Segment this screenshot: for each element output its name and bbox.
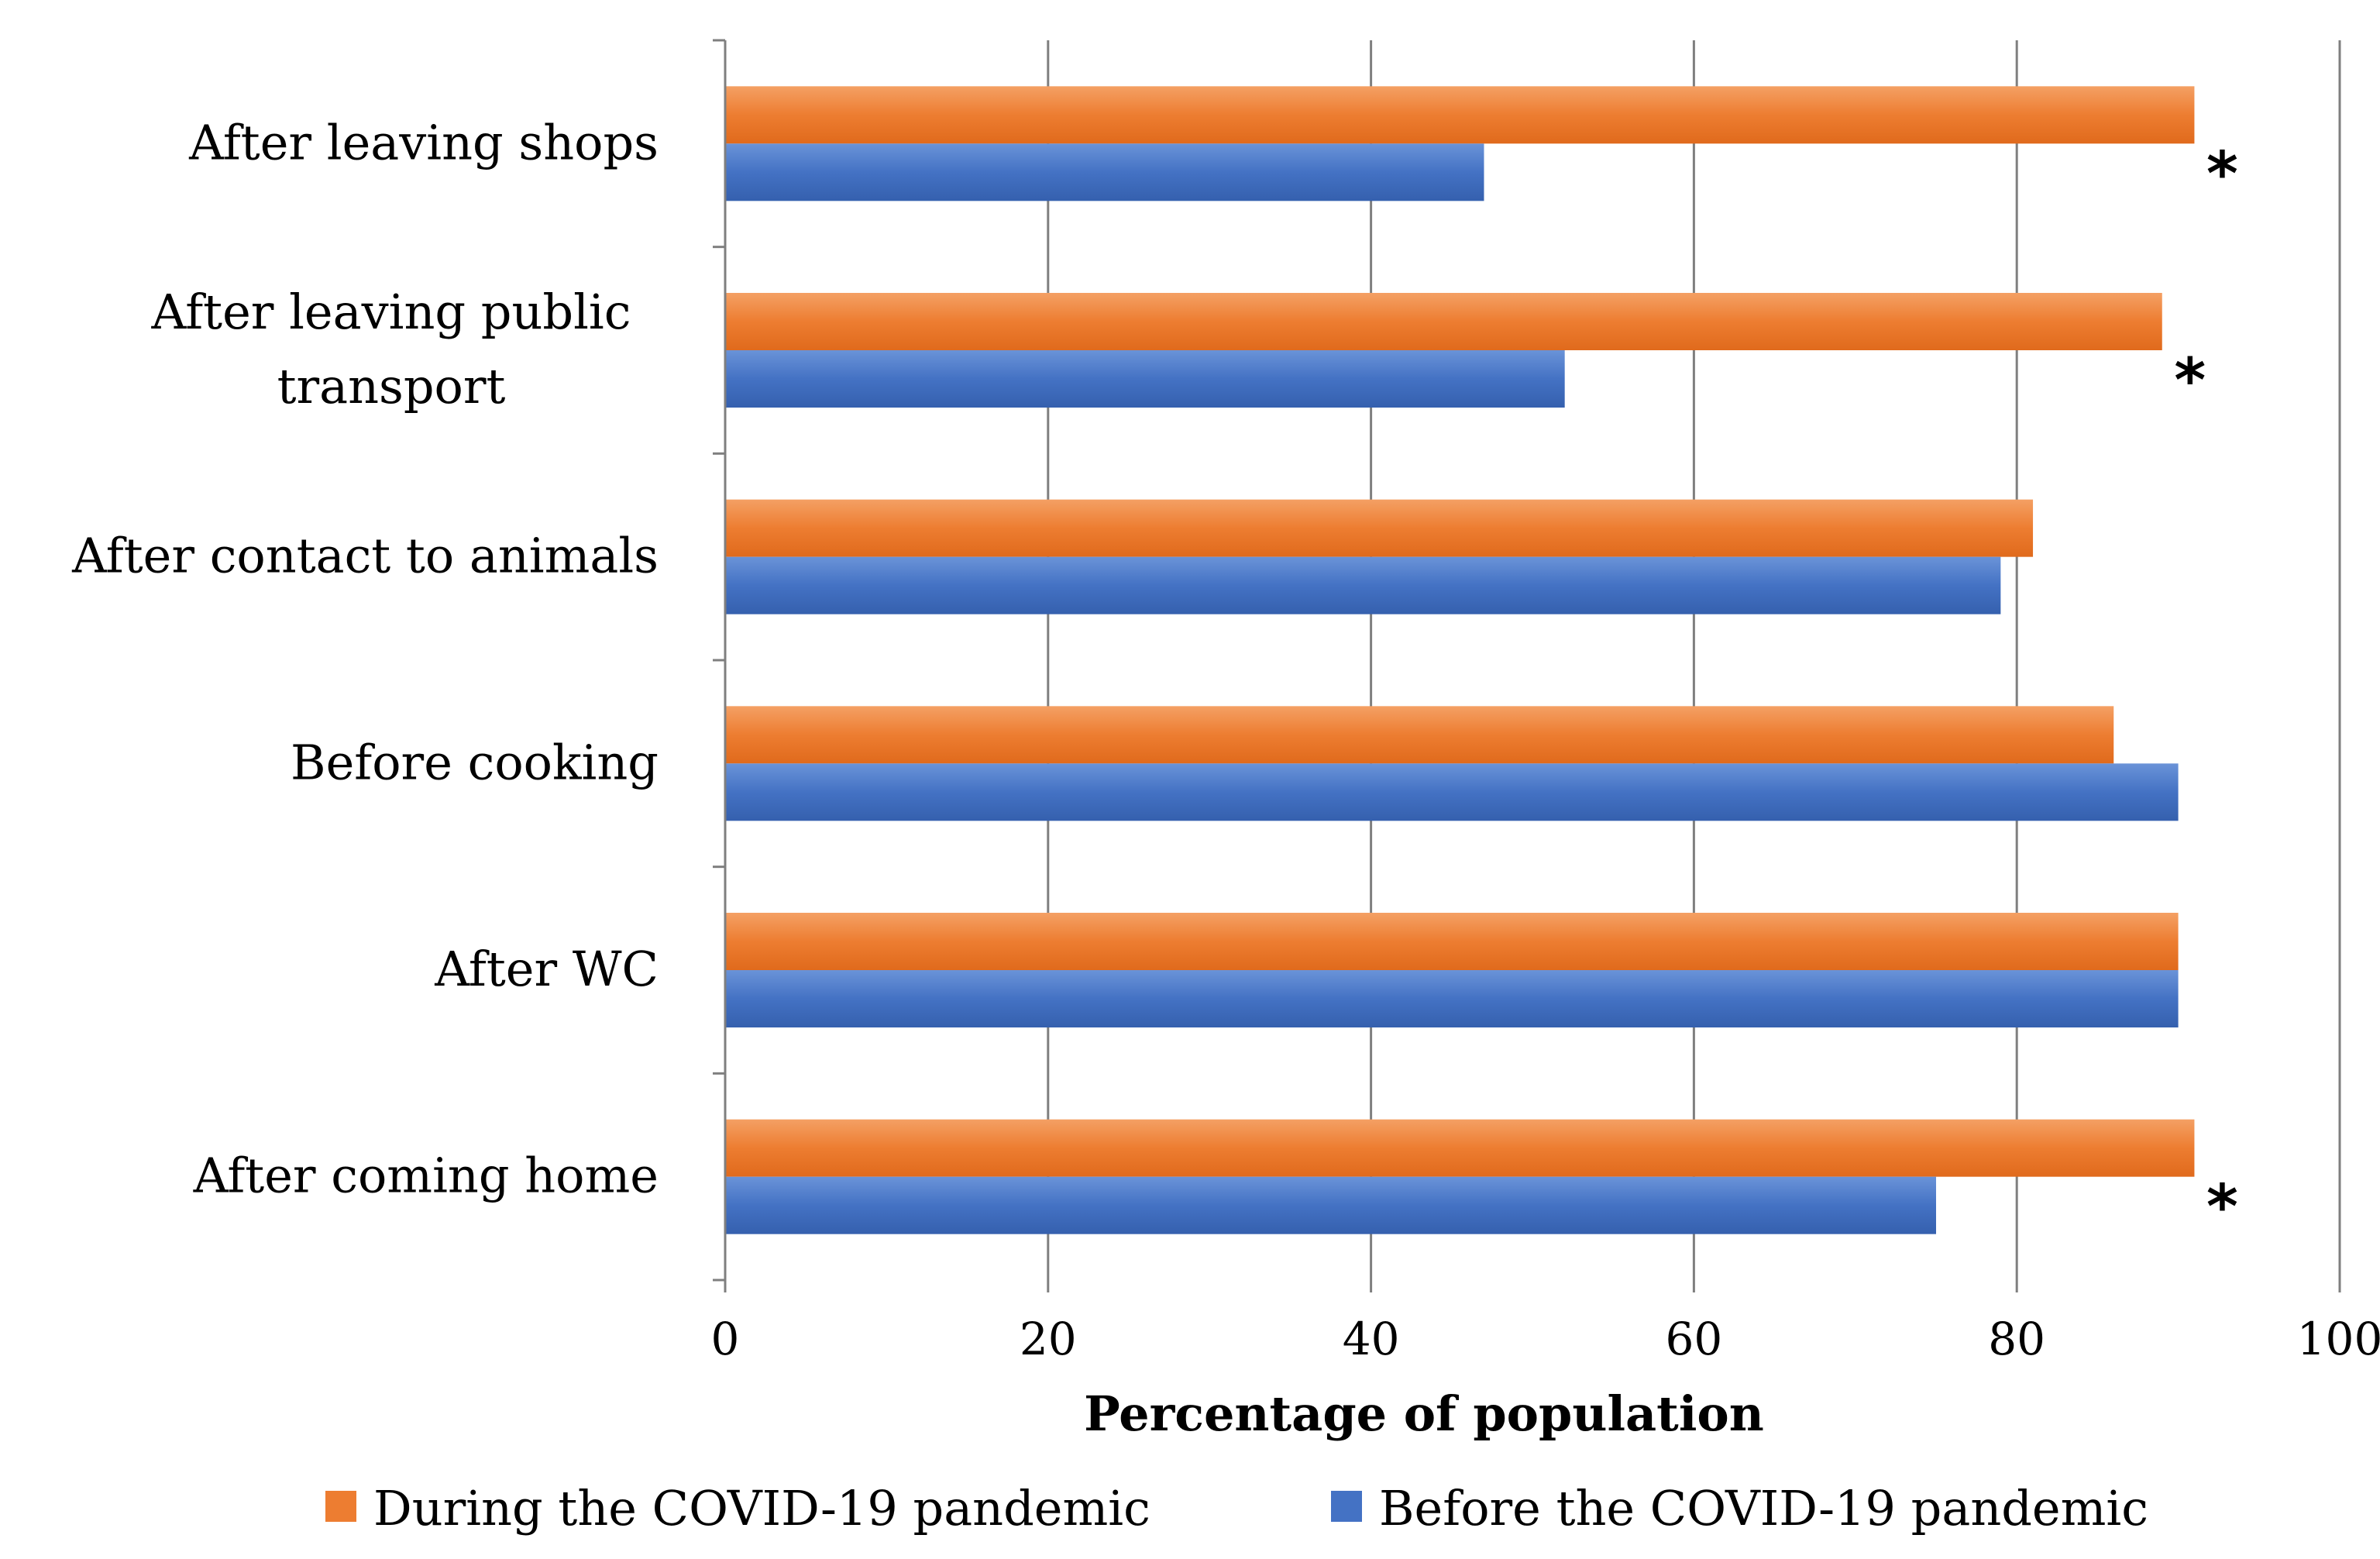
- significance-marker-1: *: [2174, 346, 2206, 416]
- bar-before-2: [725, 556, 2001, 614]
- labels: 0 20 40 60 80 100 After leaving shops * After le…: [71, 114, 2380, 1442]
- category-label-2: After contact to animals: [71, 528, 659, 584]
- x-tick-label-60: 60: [1665, 1313, 1722, 1365]
- bar-during-1: [725, 293, 2162, 350]
- legend-label-during: During the COVID-19 pandemic: [373, 1480, 1150, 1537]
- significance-marker-0: *: [2206, 139, 2238, 209]
- legend: During the COVID-19 pandemic Before the C…: [325, 1480, 2148, 1537]
- legend-swatch-during: [325, 1491, 356, 1522]
- x-tick-label-80: 80: [1988, 1313, 2045, 1365]
- bar-before-4: [725, 970, 2179, 1027]
- x-tick-label-100: 100: [2297, 1313, 2380, 1365]
- x-tick-label-20: 20: [1020, 1313, 1077, 1365]
- category-label-1-line-0: After leaving public: [151, 284, 631, 340]
- bar-during-2: [725, 499, 2034, 557]
- x-axis-title: Percentage of population: [1084, 1385, 1764, 1442]
- category-label-1: After leaving public transport: [151, 284, 631, 415]
- bar-during-4: [725, 913, 2179, 970]
- x-tick-label-0: 0: [711, 1313, 740, 1365]
- bar-before-3: [725, 763, 2179, 821]
- category-label-4: After WC: [434, 941, 659, 997]
- category-label-5: After coming home: [193, 1148, 659, 1204]
- significance-marker-5: *: [2206, 1173, 2238, 1243]
- category-label-1-line-1: transport: [277, 358, 506, 415]
- bar-before-0: [725, 143, 1484, 201]
- category-label-3: Before cooking: [291, 734, 659, 790]
- bar-before-5: [725, 1176, 1936, 1234]
- legend-swatch-before: [1331, 1491, 1362, 1522]
- axes: [713, 39, 2341, 1292]
- bar-before-1: [725, 350, 1565, 408]
- bar-during-5: [725, 1119, 2195, 1177]
- x-tick-label-40: 40: [1343, 1313, 1400, 1365]
- bar-during-0: [725, 86, 2195, 144]
- bar-during-3: [725, 706, 2114, 764]
- category-label-0: After leaving shops: [188, 114, 659, 170]
- bars: [725, 86, 2195, 1234]
- gridlines: [1047, 40, 2341, 1280]
- legend-label-before: Before the COVID-19 pandemic: [1379, 1480, 2148, 1537]
